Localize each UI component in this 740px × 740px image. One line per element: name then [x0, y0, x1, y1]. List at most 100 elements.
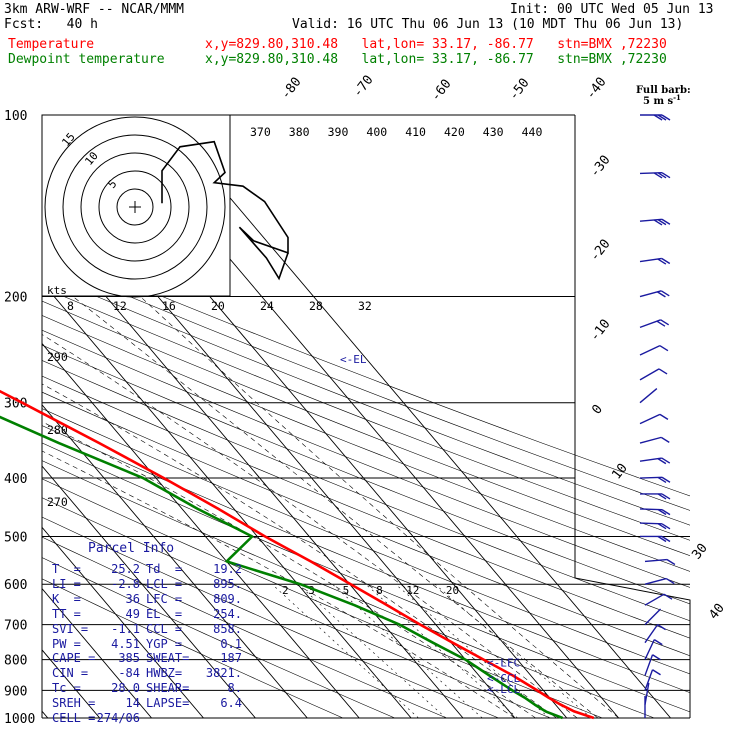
wind-barb: [640, 114, 671, 121]
pressure-tick-label: 400: [4, 472, 27, 487]
wind-barb-flag: [661, 457, 671, 464]
wind-barb-flag: [663, 593, 673, 600]
wind-barb-flag: [657, 476, 667, 484]
wind-barb: [644, 577, 675, 585]
wind-barb: [639, 290, 670, 298]
parcel-info-row: Tc = 28.0 SHEAR= 8.: [52, 682, 242, 695]
mixing-ratio-label: 20: [446, 584, 459, 597]
dry-adiabat: [42, 259, 690, 511]
wind-barb-flag: [657, 219, 667, 226]
wind-barb: [639, 257, 671, 265]
theta-label: 270: [47, 495, 68, 509]
wind-barb-flag: [657, 291, 666, 298]
dry-adiabat: [42, 391, 690, 657]
wind-barb: [639, 388, 658, 404]
parcel-v2: 809.: [213, 591, 242, 606]
wind-barb: [639, 368, 668, 381]
level-marker-label: <-LCL: [487, 683, 520, 696]
parcel-l2: SHEAR=: [146, 681, 190, 696]
parcel-info-row: CELL =274/06: [52, 712, 242, 725]
theta-label: 410: [405, 125, 426, 139]
barb-legend-title: Full barb:: [636, 85, 691, 96]
init-time: Init: 00 UTC Wed 05 Jun 13: [510, 2, 714, 17]
isotherm-label: -60: [428, 77, 454, 105]
hodograph-speed-label: 8: [67, 299, 74, 313]
dry-adiabat: [42, 425, 690, 694]
parcel-v1: -2.8: [111, 576, 140, 591]
wind-barb-staff: [639, 413, 661, 425]
parcel-info-row: T = 25.2 Td = 19.2: [52, 563, 242, 576]
pressure-tick-label: 600: [4, 578, 27, 593]
parcel-info-row: CAPE = 385 SWEAT= 187: [52, 652, 242, 665]
wind-barb-flag: [653, 172, 663, 179]
wind-barb-flag: [661, 257, 671, 265]
dry-adiabat: [42, 497, 551, 718]
isotherm: [42, 587, 152, 718]
wind-barb-staff: [644, 624, 659, 644]
pressure-tick-label: 1000: [4, 712, 35, 727]
parcel-l1: Tc =: [52, 681, 81, 696]
model-title: 3km ARW-WRF -- NCAR/MMM: [4, 2, 185, 17]
wind-barb: [644, 608, 662, 626]
barb-legend-value: 5 m s-1: [643, 93, 681, 107]
isotherm-label: 30: [689, 541, 710, 563]
wind-barb: [639, 345, 669, 356]
wind-barb: [644, 624, 666, 644]
isotherm: [159, 115, 671, 718]
parcel-info-row: SVI = -1.1 CCL = 858.: [52, 621, 242, 636]
parcel-l2: LFC =: [146, 591, 183, 606]
isotherm: [42, 342, 360, 718]
wind-barb: [640, 493, 671, 500]
wind-barb: [639, 319, 670, 329]
parcel-l1: K =: [52, 591, 81, 606]
wind-barb-flag: [660, 319, 670, 326]
dry-adiabat: [42, 578, 344, 718]
wind-barb-flag: [665, 577, 675, 585]
parcel-info-row: SREH = 14 LAPSE= 6.4: [52, 697, 242, 710]
wind-barb-staff: [639, 368, 660, 381]
isotherm: [42, 404, 308, 718]
isotherm-label: -70: [350, 73, 376, 101]
wind-barb-flag: [653, 639, 663, 646]
parcel-l1: SVI =: [52, 621, 89, 636]
dewpoint-profile: [0, 415, 564, 720]
theta-label: 380: [289, 125, 310, 139]
wind-barb: [644, 669, 661, 691]
wind-barb: [640, 535, 671, 543]
theta-label: 440: [522, 125, 543, 139]
wind-barb-flag: [657, 535, 667, 543]
parcel-v1: 25.2: [111, 562, 140, 576]
pressure-tick-label: 200: [4, 291, 27, 306]
temperature-station-info: x,y=829.80,310.48 lat,lon= 33.17, -86.77…: [205, 37, 667, 52]
wind-barb-flag: [657, 624, 666, 631]
wind-barb-staff: [644, 593, 665, 606]
wind-barb-flag: [659, 413, 669, 420]
theta-label: 420: [444, 125, 465, 139]
wind-barb-flag: [660, 290, 670, 297]
wind-barb-staff: [644, 558, 667, 563]
dry-adiabat: [42, 300, 690, 556]
wind-barb: [644, 558, 676, 566]
wind-barb-flag: [658, 368, 668, 375]
parcel-v2: 6.4: [220, 696, 242, 711]
parcel-v1: 36: [125, 591, 140, 606]
wind-barb-staff: [639, 436, 662, 444]
temperature-legend-label: Temperature: [8, 37, 95, 52]
plot-right-edge: [574, 535, 691, 718]
hodograph-speed-label: 28: [309, 299, 323, 313]
parcel-l2: SWEAT=: [146, 651, 190, 666]
sounding-profiles: <-EL <-LFC <-CCL<-LCL: [0, 353, 595, 720]
parcel-l1: PW =: [52, 636, 81, 651]
isotherm: [42, 220, 464, 718]
parcel-v2: 254.: [213, 606, 242, 621]
parcel-info-row: K = 36 LFC = 809.: [52, 591, 242, 606]
isotherm: [42, 465, 256, 718]
wind-barb-staff: [644, 669, 654, 691]
wind-barb: [644, 654, 661, 676]
parcel-l1: CAPE =: [52, 651, 96, 666]
dry-adiabat: [42, 246, 690, 497]
dry-adiabat: [42, 536, 447, 718]
isotherm: [42, 281, 412, 718]
dry-adiabat: [42, 516, 499, 718]
